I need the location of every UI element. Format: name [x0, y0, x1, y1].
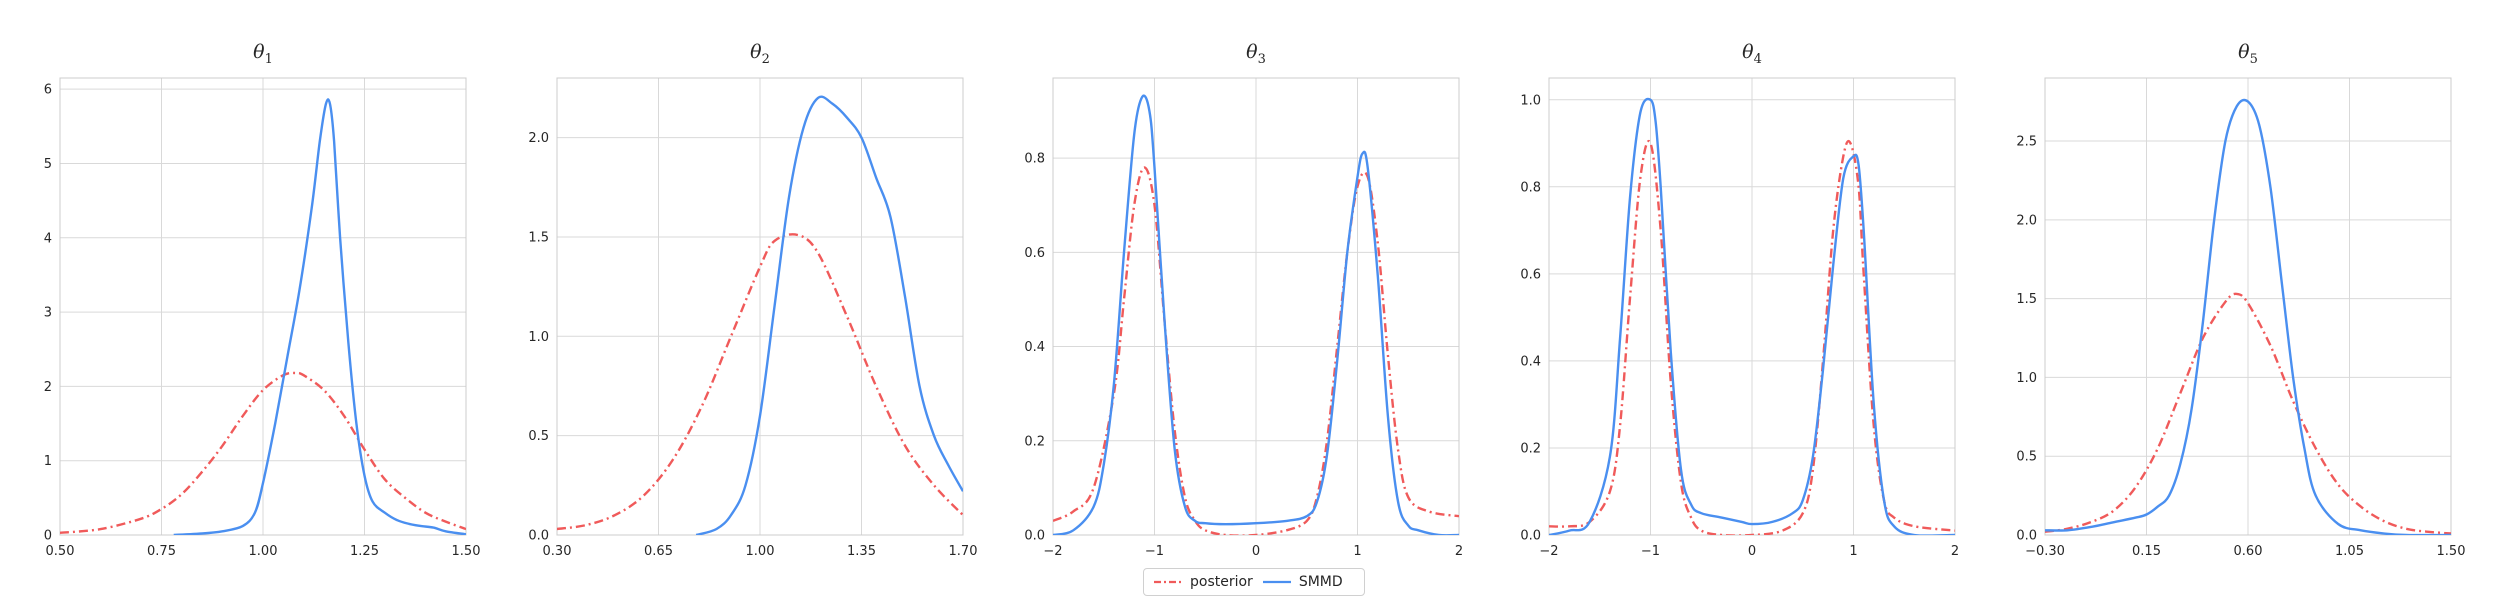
- y-tick-label: 0.5: [528, 429, 549, 444]
- legend-item-smmd: SMMD: [1262, 574, 1343, 590]
- y-tick-label: 0.2: [1024, 434, 1045, 449]
- posterior-swatch: [1154, 580, 1182, 584]
- x-tick-label: 1.50: [452, 544, 481, 559]
- x-tick-label: −1: [1145, 544, 1164, 559]
- y-tick-label: 2.5: [2016, 135, 2037, 150]
- plot-frame: [556, 77, 964, 536]
- x-tick-label: 0.50: [46, 544, 75, 559]
- y-tick-label: 5: [44, 157, 52, 172]
- y-tick-label: 0.4: [1024, 340, 1045, 355]
- y-tick-label: 1.5: [528, 230, 549, 245]
- smmd-swatch: [1262, 580, 1291, 584]
- x-tick-label: 1: [1353, 544, 1361, 559]
- y-tick-label: 0.4: [1520, 354, 1541, 369]
- x-tick-label: 1: [1849, 544, 1857, 559]
- x-tick-label: 1.35: [847, 544, 876, 559]
- y-tick-label: 3: [44, 306, 52, 321]
- smmd-series-line: [173, 98, 466, 535]
- y-tick-label: 0.5: [2016, 450, 2037, 465]
- legend: posterior SMMD: [1143, 568, 1365, 596]
- posterior-series-line: [1053, 166, 1459, 535]
- y-tick-label: 0.0: [2016, 529, 2037, 544]
- x-tick-label: 1.50: [2437, 544, 2466, 559]
- x-tick-label: 1.00: [249, 544, 278, 559]
- x-tick-label: 0.65: [644, 544, 673, 559]
- panel-1: 0.50 0.75 1.00 1.25 1.50 0 1 2 3 4 5 6 θ1: [44, 41, 481, 559]
- x-tick-label: 0: [1252, 544, 1260, 559]
- x-tick-label: −2: [1043, 544, 1062, 559]
- panel-title: θ2: [750, 41, 770, 67]
- panel-2: 0.30 0.65 1.00 1.35 1.70 0.0 0.5 1.0 1.5 2.0 θ2: [528, 41, 977, 559]
- panel-3: −2 −1 0 1 2 0.0 0.2 0.4 0.6 0.8 θ3: [1024, 41, 1463, 559]
- y-tick-label: 1.0: [1520, 93, 1541, 108]
- legend-item-posterior: posterior: [1154, 574, 1253, 590]
- x-tick-label: 2: [1951, 544, 1959, 559]
- y-tick-label: 0.0: [528, 529, 549, 544]
- y-tick-label: 0.6: [1024, 246, 1045, 261]
- panel-title: θ3: [1246, 41, 1266, 67]
- y-tick-label: 6: [44, 83, 52, 98]
- y-tick-label: 0.2: [1520, 441, 1541, 456]
- plot-frame: [59, 77, 467, 536]
- y-tick-label: 0: [44, 529, 52, 544]
- posterior-series-line: [557, 233, 963, 531]
- y-tick-label: 2.0: [528, 131, 549, 146]
- y-tick-label: 1.5: [2016, 292, 2037, 307]
- panel-4: −2 −1 0 1 2 0.0 0.2 0.4 0.6 0.8 1.0 θ4: [1520, 41, 1959, 559]
- x-tick-label: 0.60: [2234, 544, 2263, 559]
- x-tick-label: 0.15: [2132, 544, 2161, 559]
- y-tick-label: 0.8: [1024, 152, 1045, 167]
- posterior-series-line: [2045, 292, 2451, 535]
- y-tick-label: 4: [44, 231, 52, 246]
- x-tick-label: 1.70: [949, 544, 978, 559]
- y-tick-label: 2: [44, 380, 52, 395]
- panel-title: θ1: [253, 41, 273, 67]
- y-tick-label: 0.0: [1520, 529, 1541, 544]
- y-tick-label: 1: [44, 454, 52, 469]
- x-tick-label: 1.25: [350, 544, 379, 559]
- smmd-series-line: [1549, 97, 1955, 535]
- x-tick-label: −1: [1641, 544, 1660, 559]
- smmd-series-line: [1053, 94, 1459, 535]
- smmd-series-line: [2045, 98, 2451, 535]
- plot-frame: [2044, 77, 2452, 536]
- y-tick-label: 1.0: [2016, 371, 2037, 386]
- y-tick-label: 0.6: [1520, 267, 1541, 282]
- x-tick-label: 0.30: [543, 544, 572, 559]
- x-tick-label: 2: [1455, 544, 1463, 559]
- y-tick-label: 2.0: [2016, 213, 2037, 228]
- x-tick-label: −0.30: [2025, 544, 2065, 559]
- x-tick-label: 1.00: [746, 544, 775, 559]
- legend-label-posterior: posterior: [1190, 574, 1253, 590]
- x-tick-label: −2: [1539, 544, 1558, 559]
- legend-label-smmd: SMMD: [1298, 574, 1343, 590]
- x-tick-label: 0.75: [147, 544, 176, 559]
- panel-5: −0.30 0.15 0.60 1.05 1.50 0.0 0.5 1.0 1.5 2.0 2.5 θ…: [2016, 41, 2465, 559]
- x-tick-label: 0: [1748, 544, 1756, 559]
- smmd-series-line: [695, 95, 963, 535]
- y-tick-label: 1.0: [528, 330, 549, 345]
- x-tick-label: 1.05: [2335, 544, 2364, 559]
- y-tick-label: 0.8: [1520, 180, 1541, 195]
- panel-title: θ5: [2238, 41, 2258, 67]
- y-tick-label: 0.0: [1024, 529, 1045, 544]
- panel-title: θ4: [1742, 41, 1762, 67]
